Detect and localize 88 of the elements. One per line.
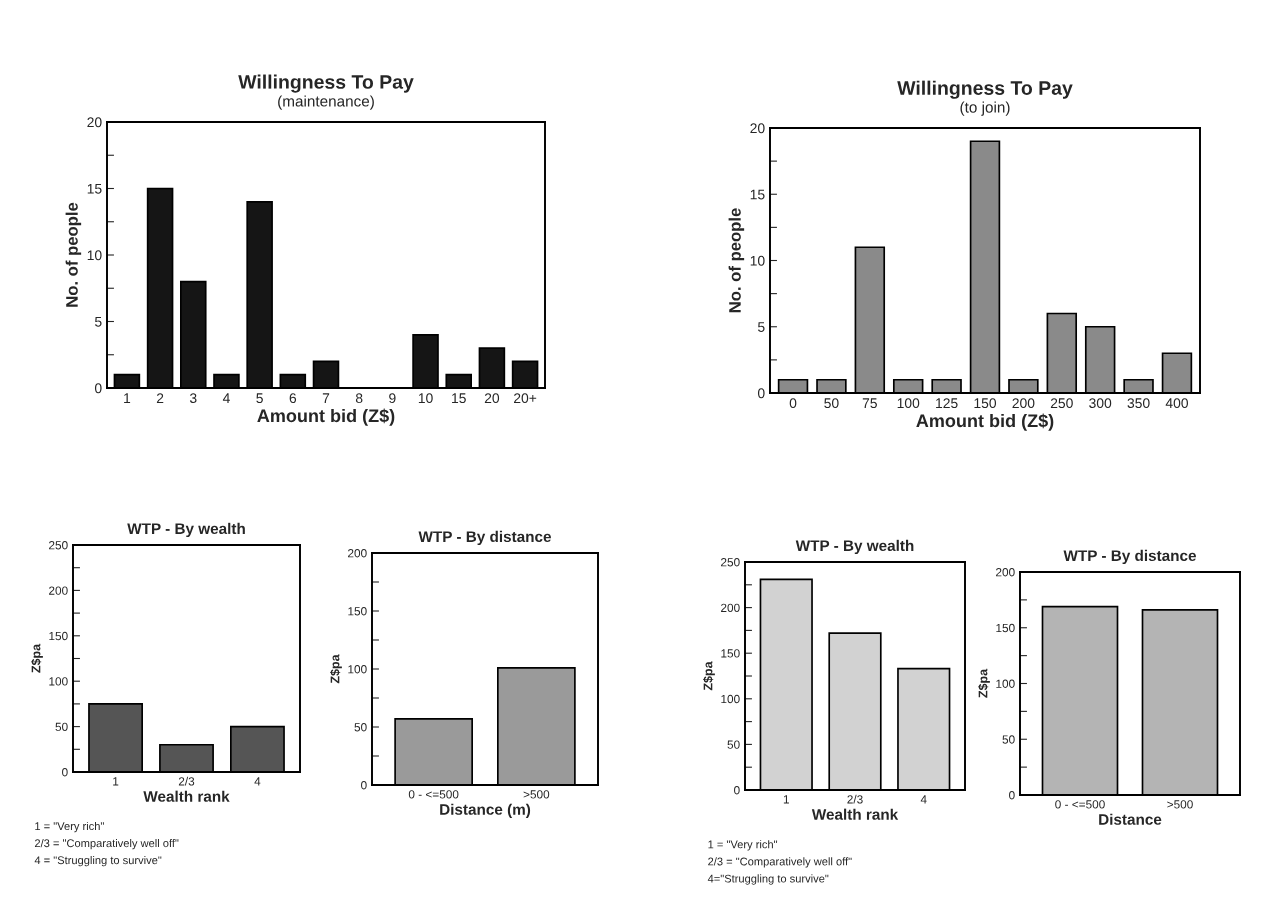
x-axis-title: Distance: [1099, 813, 1162, 825]
x-tick-label: 0 - <=500: [408, 790, 459, 799]
y-tick-label: 100: [49, 677, 68, 686]
x-tick-label: 8: [355, 393, 363, 404]
x-tick-label: 100: [897, 398, 920, 409]
x-tick-label: >500: [1167, 800, 1193, 809]
x-axis-title: Distance (m): [440, 803, 531, 818]
y-tick-label: 100: [348, 665, 367, 674]
x-axis-title: Wealth rank: [143, 790, 230, 802]
y-tick-label: 5: [757, 322, 765, 332]
x-axis-title: Amount bid (Z$): [916, 413, 1054, 431]
y-tick-label: 250: [49, 541, 68, 550]
y-axis-title: Z$pa: [703, 661, 715, 691]
y-tick-label: 50: [354, 723, 367, 732]
y-tick-label: 250: [721, 558, 740, 567]
y-tick-label: 5: [94, 316, 102, 327]
x-tick-label: 125: [936, 398, 958, 409]
y-tick-label: 200: [49, 586, 68, 595]
x-tick-label: 200: [1012, 398, 1035, 409]
x-tick-label: 2: [156, 393, 164, 403]
chart-subtitle: (to join): [960, 101, 1010, 116]
x-tick-label: 4: [222, 393, 230, 403]
chart-title: Willingness To Pay: [897, 80, 1073, 99]
chart-title: WTP - By distance: [1063, 549, 1196, 565]
x-tick-label: 20+: [514, 393, 537, 404]
x-tick-label: 7: [322, 393, 330, 403]
y-tick-label: 200: [348, 549, 367, 558]
x-tick-label: 300: [1089, 398, 1112, 409]
x-axis-title: Amount bid (Z$): [257, 408, 395, 426]
x-tick-label: 9: [389, 393, 396, 404]
x-tick-label: 350: [1127, 398, 1150, 409]
x-tick-label: >500: [523, 790, 550, 799]
x-tick-label: 1: [124, 393, 131, 403]
y-tick-label: 150: [49, 631, 68, 641]
y-tick-label: 10: [87, 250, 102, 261]
y-axis-title: Z$pa: [978, 668, 990, 698]
x-tick-label: 6: [289, 393, 297, 404]
chart-title: WTP - By wealth: [795, 539, 914, 555]
x-tick-label: 2/3: [178, 776, 195, 786]
text: 2/3 = "Comparatively well off": [708, 857, 852, 868]
y-tick-label: 20: [87, 117, 102, 128]
x-tick-label: 150: [974, 398, 997, 409]
y-tick-label: 0: [62, 768, 68, 777]
y-tick-label: 50: [727, 740, 740, 749]
y-tick-label: 200: [721, 603, 740, 612]
text: 2/3 = "Comparatively well off": [34, 838, 179, 850]
y-tick-label: 20: [750, 123, 765, 134]
x-tick-label: 20: [484, 393, 500, 404]
y-tick-label: 100: [721, 694, 740, 704]
chart-title: WTP - By distance: [418, 530, 551, 546]
x-axis-title: Wealth rank: [811, 808, 899, 820]
x-tick-label: 250: [1050, 398, 1073, 409]
chart-title: Willingness To Pay: [238, 74, 414, 93]
y-tick-label: 15: [750, 189, 765, 200]
y-tick-label: 100: [996, 679, 1015, 688]
y-tick-label: 150: [721, 649, 740, 658]
y-axis-title: Z$pa: [330, 654, 342, 684]
x-tick-label: 50: [824, 398, 839, 409]
x-tick-label: 10: [418, 393, 433, 404]
x-tick-label: 1: [113, 777, 119, 786]
y-tick-label: 50: [55, 722, 68, 731]
x-tick-label: 1: [783, 795, 789, 804]
x-tick-label: 4: [920, 795, 927, 804]
y-tick-label: 50: [1002, 735, 1015, 744]
y-tick-label: 150: [996, 623, 1015, 633]
text: 4 = "Struggling to survive": [34, 855, 162, 867]
x-tick-label: 2/3: [847, 794, 863, 804]
text: 4="Struggling to survive": [707, 874, 829, 885]
text: 1 = "Very rich": [708, 840, 778, 851]
chart-subtitle: (maintenance): [278, 95, 374, 110]
x-tick-label: 0: [789, 398, 797, 409]
y-tick-label: 200: [996, 568, 1015, 577]
y-axis-title: Z$pa: [31, 643, 43, 673]
x-tick-label: 5: [256, 393, 263, 404]
chart-title: WTP - By wealth: [127, 522, 245, 538]
x-tick-label: 3: [189, 393, 197, 404]
x-tick-label: 400: [1165, 398, 1189, 409]
x-tick-label: 0 - <=500: [1055, 800, 1105, 809]
x-tick-label: 15: [452, 393, 466, 404]
y-tick-label: 15: [87, 183, 102, 194]
x-tick-label: 4: [254, 777, 261, 786]
text: 1 = "Very rich": [35, 821, 104, 833]
y-axis-title: No. of people: [728, 208, 745, 313]
y-tick-label: 10: [750, 255, 765, 266]
y-tick-label: 150: [348, 607, 367, 616]
y-tick-label: 0: [94, 383, 102, 394]
x-tick-label: 75: [862, 398, 877, 409]
y-axis-title: No. of people: [65, 202, 82, 307]
